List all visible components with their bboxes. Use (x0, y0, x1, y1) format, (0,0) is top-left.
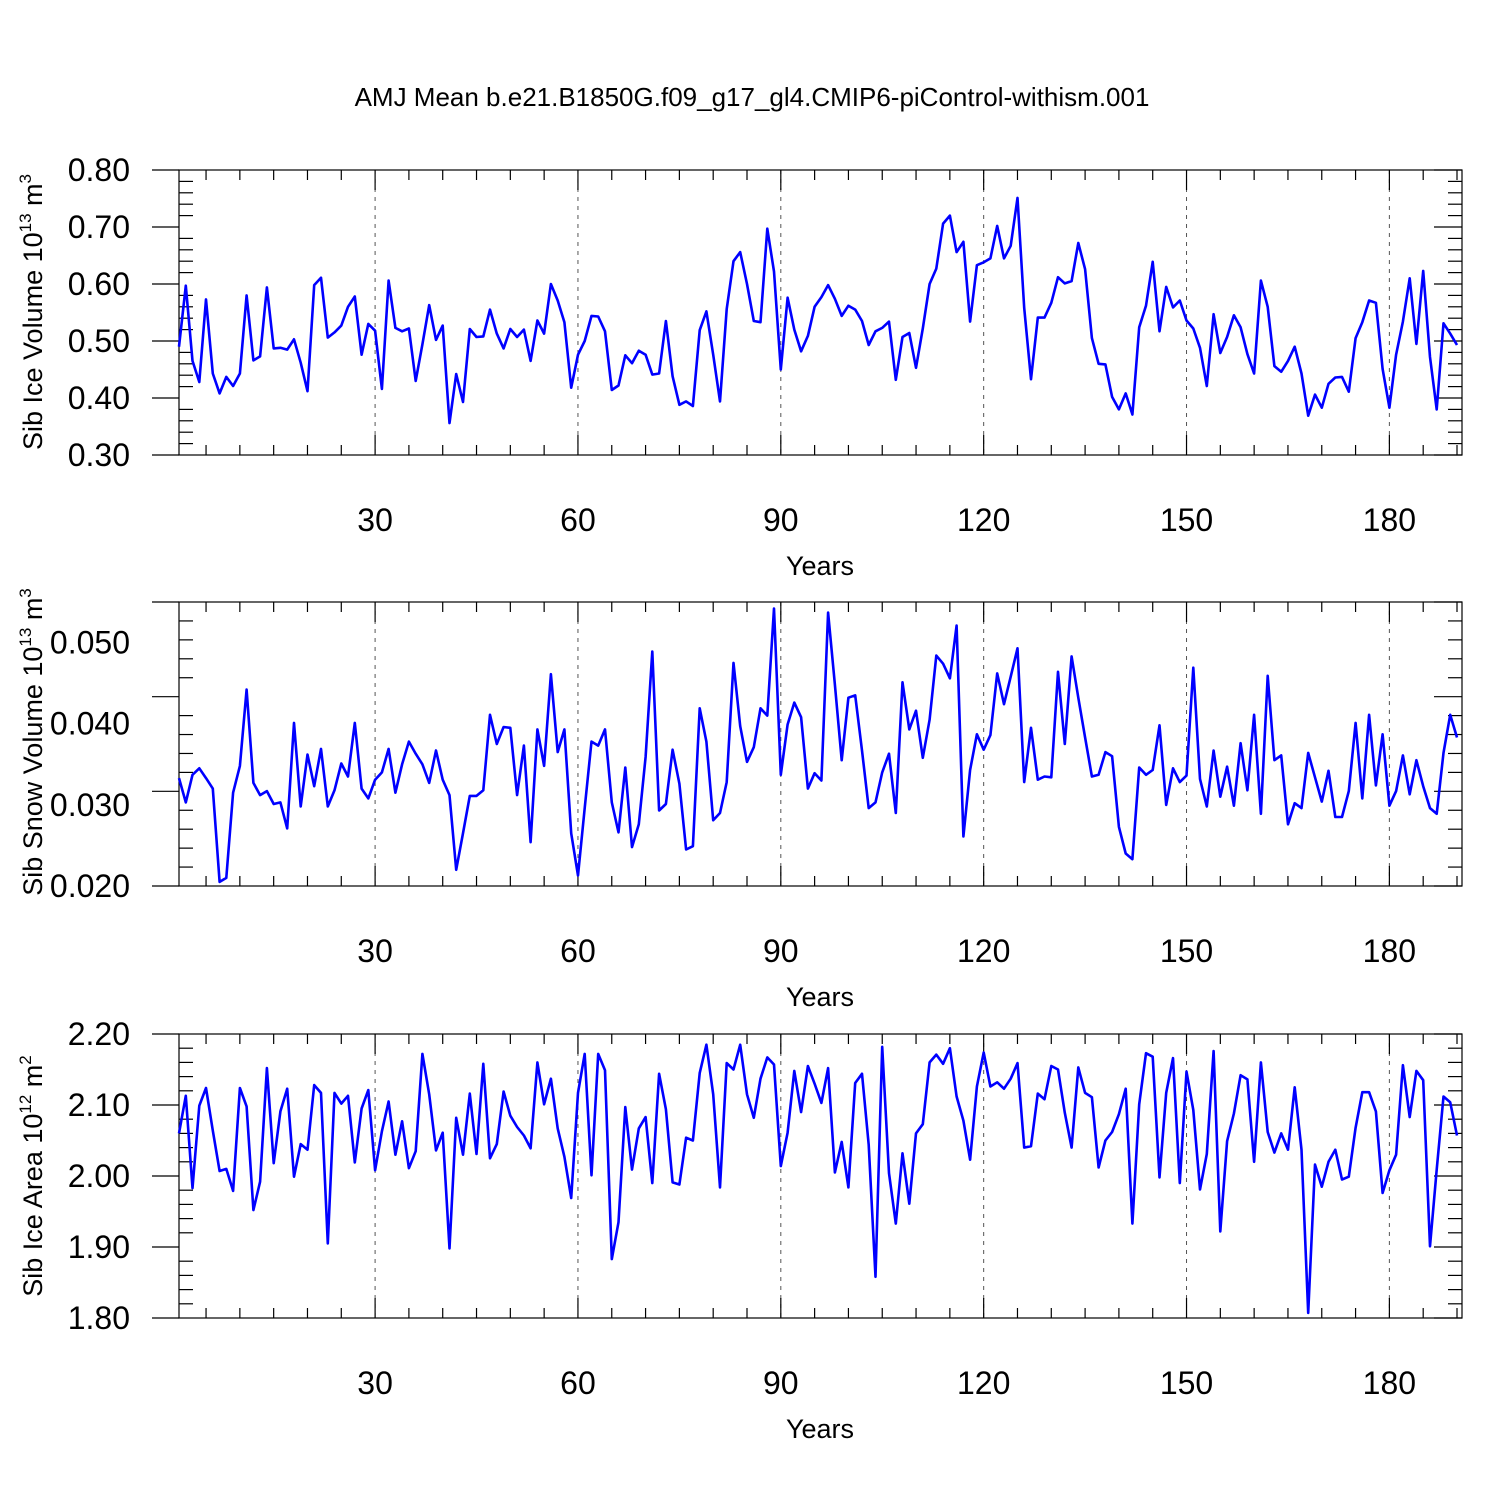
ice-volume-xtick-label: 180 (1363, 502, 1416, 538)
snow-volume-xtick-label: 180 (1363, 933, 1416, 969)
snow-volume-ytick-label: 0.050 (50, 625, 130, 661)
ice-area-ytick-label: 1.80 (68, 1300, 130, 1336)
figure-title: AMJ Mean b.e21.B1850G.f09_g17_gl4.CMIP6-… (355, 82, 1150, 112)
ice-area-ylabel: Sib Ice Area 1012 m2 (16, 1055, 48, 1297)
ice-area-ytick-label: 2.10 (68, 1087, 130, 1123)
ice-area-ylabel-unit: m (18, 1065, 48, 1095)
ice-volume-ylabel-unit: m (18, 183, 48, 213)
ice-volume-ylabel-main: Sib Ice Volume 10 (18, 232, 48, 450)
ice-area-xtick-label: 30 (357, 1365, 393, 1401)
ice-volume-ytick-label: 0.40 (68, 380, 130, 416)
ice-volume-xtick-label: 150 (1160, 502, 1213, 538)
ice-volume-xtick-label: 30 (357, 502, 393, 538)
ice-area-plot-frame (178, 1033, 1463, 1319)
ice-volume-ytick-label: 0.70 (68, 209, 130, 245)
snow-volume-panel: 0.020 0.030 0.040 0.050 30 60 90 120 150 180 Years… (16, 588, 1463, 1012)
snow-volume-series-line (177, 607, 1459, 884)
snow-volume-ytick-label: 0.040 (50, 706, 130, 742)
ice-volume-ytick-label: 0.30 (68, 437, 130, 473)
ice-area-xtick-label: 150 (1160, 1365, 1213, 1401)
ice-area-ylabel-exponent: 12 (16, 1095, 35, 1114)
ice-volume-ytick-label: 0.60 (68, 266, 130, 302)
snow-volume-xlabel: Years (786, 982, 854, 1012)
ice-area-ytick-label: 1.90 (68, 1229, 130, 1265)
ice-volume-ylabel: Sib Ice Volume 1013 m3 (16, 174, 48, 450)
ice-area-ytick-label: 2.20 (68, 1016, 130, 1052)
ice-area-xtick-label: 60 (560, 1365, 596, 1401)
ice-area-xlabel: Years (786, 1414, 854, 1444)
snow-volume-xtick-label: 30 (357, 933, 393, 969)
ice-volume-xtick-label: 90 (763, 502, 799, 538)
ice-volume-panel: 0.30 0.40 0.50 0.60 0.70 0.80 30 60 90 120 150 180 Y… (16, 152, 1463, 581)
ice-area-xtick-label: 120 (957, 1365, 1010, 1401)
ice-volume-ylabel-unit-exponent: 3 (16, 174, 35, 183)
ice-area-ylabel-main: Sib Ice Area 10 (18, 1114, 48, 1297)
ice-volume-ylabel-exponent: 13 (16, 213, 35, 232)
ice-area-xtick-label: 90 (763, 1365, 799, 1401)
snow-volume-ylabel-unit-exponent: 3 (16, 588, 35, 597)
ice-area-panel: 1.80 1.90 2.00 2.10 2.20 30 60 90 120 150 180 Years… (16, 1016, 1463, 1444)
snow-volume-plot-frame (178, 601, 1463, 887)
snow-volume-xtick-label: 150 (1160, 933, 1213, 969)
ice-volume-xtick-label: 60 (560, 502, 596, 538)
ice-area-xtick-label: 180 (1363, 1365, 1416, 1401)
snow-volume-ylabel-main: Sib Snow Volume 10 (18, 647, 48, 896)
snow-volume-xtick-label: 60 (560, 933, 596, 969)
ice-area-series-line (177, 1043, 1459, 1315)
snow-volume-xtick-label: 120 (957, 933, 1010, 969)
ice-volume-ytick-label: 0.50 (68, 323, 130, 359)
ice-volume-xlabel: Years (786, 551, 854, 581)
ice-area-ytick-label: 2.00 (68, 1158, 130, 1194)
ice-volume-ytick-label: 0.80 (68, 152, 130, 188)
ice-volume-xtick-label: 120 (957, 502, 1010, 538)
snow-volume-ylabel: Sib Snow Volume 1013 m3 (16, 588, 48, 896)
ice-volume-plot-frame (178, 169, 1463, 456)
snow-volume-ylabel-exponent: 13 (16, 628, 35, 647)
ice-area-ylabel-unit-exponent: 2 (16, 1055, 35, 1064)
snow-volume-ylabel-unit: m (18, 598, 48, 628)
snow-volume-ytick-label: 0.020 (50, 868, 130, 904)
snow-volume-xtick-label: 90 (763, 933, 799, 969)
snow-volume-ytick-label: 0.030 (50, 787, 130, 823)
ice-volume-series-line (177, 196, 1459, 425)
